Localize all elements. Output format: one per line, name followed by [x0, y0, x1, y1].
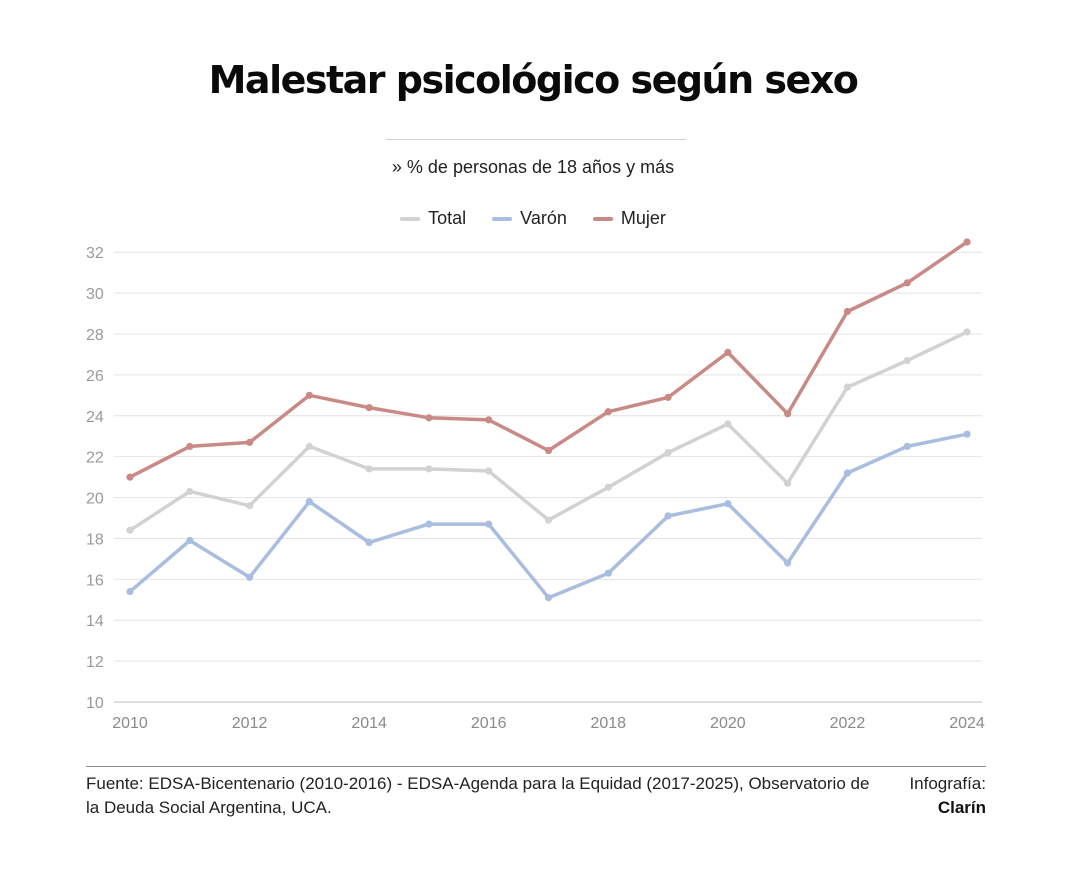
y-tick-label: 30	[86, 286, 104, 303]
data-point-varon-2024	[963, 430, 971, 438]
data-point-mujer-2013	[305, 391, 313, 399]
chart-legend: Total Varón Mujer	[0, 208, 1066, 229]
data-point-mujer-2010	[126, 473, 134, 481]
data-point-mujer-2015	[425, 414, 433, 422]
data-point-varon-2020	[724, 500, 732, 508]
data-point-varon-2018	[604, 569, 612, 577]
x-tick-label: 2020	[710, 715, 746, 732]
y-tick-label: 28	[86, 327, 104, 344]
y-tick-label: 26	[86, 368, 104, 385]
x-tick-label: 2018	[590, 715, 626, 732]
data-point-varon-2022	[843, 469, 852, 477]
data-point-varon-2017	[544, 594, 553, 602]
x-axis-ticks: 2010 2012 2014 2016 2018 2020 2022 2024	[112, 715, 985, 732]
chart-title: Malestar psicológico según sexo	[208, 58, 859, 102]
data-point-mujer-2023	[903, 279, 911, 287]
y-tick-label: 18	[86, 531, 104, 548]
data-point-total-2017	[544, 516, 553, 524]
y-tick-label: 14	[86, 613, 104, 630]
data-point-total-2012	[245, 502, 254, 510]
credit-label: Infografía:	[909, 774, 986, 793]
data-point-mujer-2022	[843, 307, 852, 316]
y-tick-label: 12	[86, 654, 104, 671]
legend-swatch-total	[400, 216, 421, 221]
data-point-total-2019	[664, 448, 672, 457]
y-tick-label: 32	[86, 245, 104, 262]
data-point-total-2015	[425, 465, 433, 473]
series-lines	[128, 240, 969, 600]
y-tick-label: 10	[86, 695, 104, 712]
source-note: Fuente: EDSA-Bicentenario (2010-2016) - …	[86, 774, 870, 817]
y-tick-label: 22	[86, 450, 104, 467]
x-tick-label: 2016	[471, 715, 507, 732]
series-line-total	[128, 330, 969, 533]
data-point-mujer-2021	[784, 410, 792, 418]
data-point-mujer-2017	[544, 446, 553, 455]
legend-swatch-mujer	[592, 216, 613, 221]
x-tick-label: 2012	[232, 715, 268, 732]
data-point-total-2011	[186, 487, 194, 496]
series-points	[126, 238, 971, 602]
legend-item-varon: Varón	[492, 208, 567, 229]
data-point-mujer-2014	[365, 404, 373, 412]
x-tick-label: 2014	[351, 715, 387, 732]
y-tick-label: 24	[86, 409, 104, 426]
credit-brand: Clarín	[937, 798, 986, 817]
data-point-mujer-2011	[186, 442, 194, 451]
data-point-varon-2015	[425, 520, 433, 528]
data-point-varon-2016	[485, 520, 493, 528]
data-point-mujer-2019	[664, 393, 672, 401]
chart-subtitle: » % de personas de 18 años y más	[391, 157, 675, 177]
x-tick-label: 2010	[112, 715, 148, 732]
data-point-mujer-2016	[485, 416, 493, 424]
y-axis-ticks: 10 12 14 16 18 20 22 24 26 28 30 32	[86, 245, 104, 712]
data-point-total-2018	[604, 483, 612, 491]
y-tick-label: 20	[86, 491, 104, 508]
data-point-total-2024	[963, 328, 971, 336]
data-point-varon-2021	[784, 559, 792, 567]
data-point-total-2013	[305, 442, 313, 451]
x-tick-label: 2022	[830, 715, 866, 732]
data-point-mujer-2020	[724, 348, 732, 356]
y-tick-label: 16	[86, 572, 104, 589]
data-point-varon-2011	[186, 536, 194, 545]
data-point-mujer-2018	[604, 408, 612, 416]
data-point-mujer-2012	[245, 438, 254, 446]
data-point-total-2023	[903, 356, 911, 365]
title-divider	[386, 139, 686, 140]
data-point-total-2014	[365, 465, 373, 473]
credit: Infografía: Clarín	[866, 772, 986, 820]
legend-label-varon: Varón	[520, 208, 567, 228]
grid-lines	[114, 251, 982, 703]
data-point-varon-2010	[126, 588, 134, 596]
x-tick-label: 2024	[949, 715, 985, 732]
data-point-total-2021	[784, 479, 792, 487]
legend-label-total: Total	[428, 208, 467, 228]
data-point-total-2010	[126, 526, 134, 534]
legend-item-mujer: Mujer	[592, 208, 666, 229]
data-point-varon-2023	[903, 442, 911, 451]
footer-divider	[86, 766, 986, 767]
data-point-total-2020	[724, 420, 732, 428]
data-point-varon-2014	[365, 538, 373, 547]
legend-swatch-varon	[492, 216, 513, 221]
legend-item-total: Total	[400, 208, 466, 229]
series-line-mujer	[128, 240, 969, 479]
data-point-mujer-2024	[963, 238, 971, 246]
data-point-total-2022	[843, 383, 852, 391]
data-point-varon-2012	[245, 573, 254, 581]
legend-label-mujer: Mujer	[620, 208, 666, 228]
series-line-varon	[128, 432, 969, 600]
data-point-total-2016	[485, 467, 493, 475]
data-point-varon-2013	[305, 498, 313, 506]
data-point-varon-2019	[664, 512, 672, 520]
